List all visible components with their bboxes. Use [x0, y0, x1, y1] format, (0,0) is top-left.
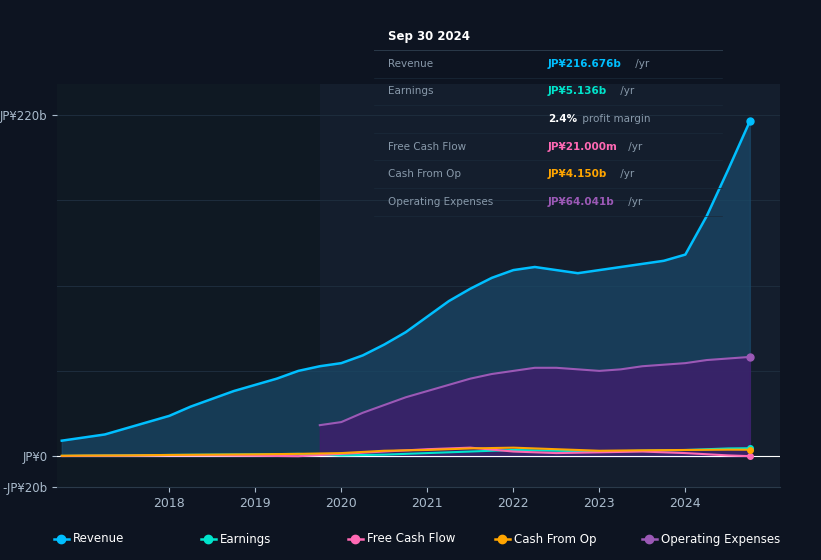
Text: /yr: /yr: [625, 142, 642, 152]
Text: JP¥4.150b: JP¥4.150b: [548, 169, 608, 179]
Text: Earnings: Earnings: [220, 533, 272, 545]
Text: Operating Expenses: Operating Expenses: [388, 197, 493, 207]
Text: Earnings: Earnings: [388, 86, 433, 96]
Text: Revenue: Revenue: [73, 533, 125, 545]
Text: /yr: /yr: [617, 86, 635, 96]
Text: JP¥5.136b: JP¥5.136b: [548, 86, 608, 96]
Text: JP¥64.041b: JP¥64.041b: [548, 197, 615, 207]
Text: Revenue: Revenue: [388, 59, 433, 69]
Text: profit margin: profit margin: [579, 114, 650, 124]
Text: JP¥21.000m: JP¥21.000m: [548, 142, 618, 152]
Text: Free Cash Flow: Free Cash Flow: [367, 533, 456, 545]
Text: Free Cash Flow: Free Cash Flow: [388, 142, 466, 152]
Text: Sep 30 2024: Sep 30 2024: [388, 30, 470, 43]
Text: Operating Expenses: Operating Expenses: [661, 533, 780, 545]
Text: JP¥216.676b: JP¥216.676b: [548, 59, 621, 69]
Text: /yr: /yr: [632, 59, 649, 69]
Text: Cash From Op: Cash From Op: [388, 169, 461, 179]
Text: /yr: /yr: [625, 197, 642, 207]
Bar: [320, 84, 780, 487]
Text: Cash From Op: Cash From Op: [514, 533, 596, 545]
Text: /yr: /yr: [617, 169, 635, 179]
Text: 2.4%: 2.4%: [548, 114, 577, 124]
